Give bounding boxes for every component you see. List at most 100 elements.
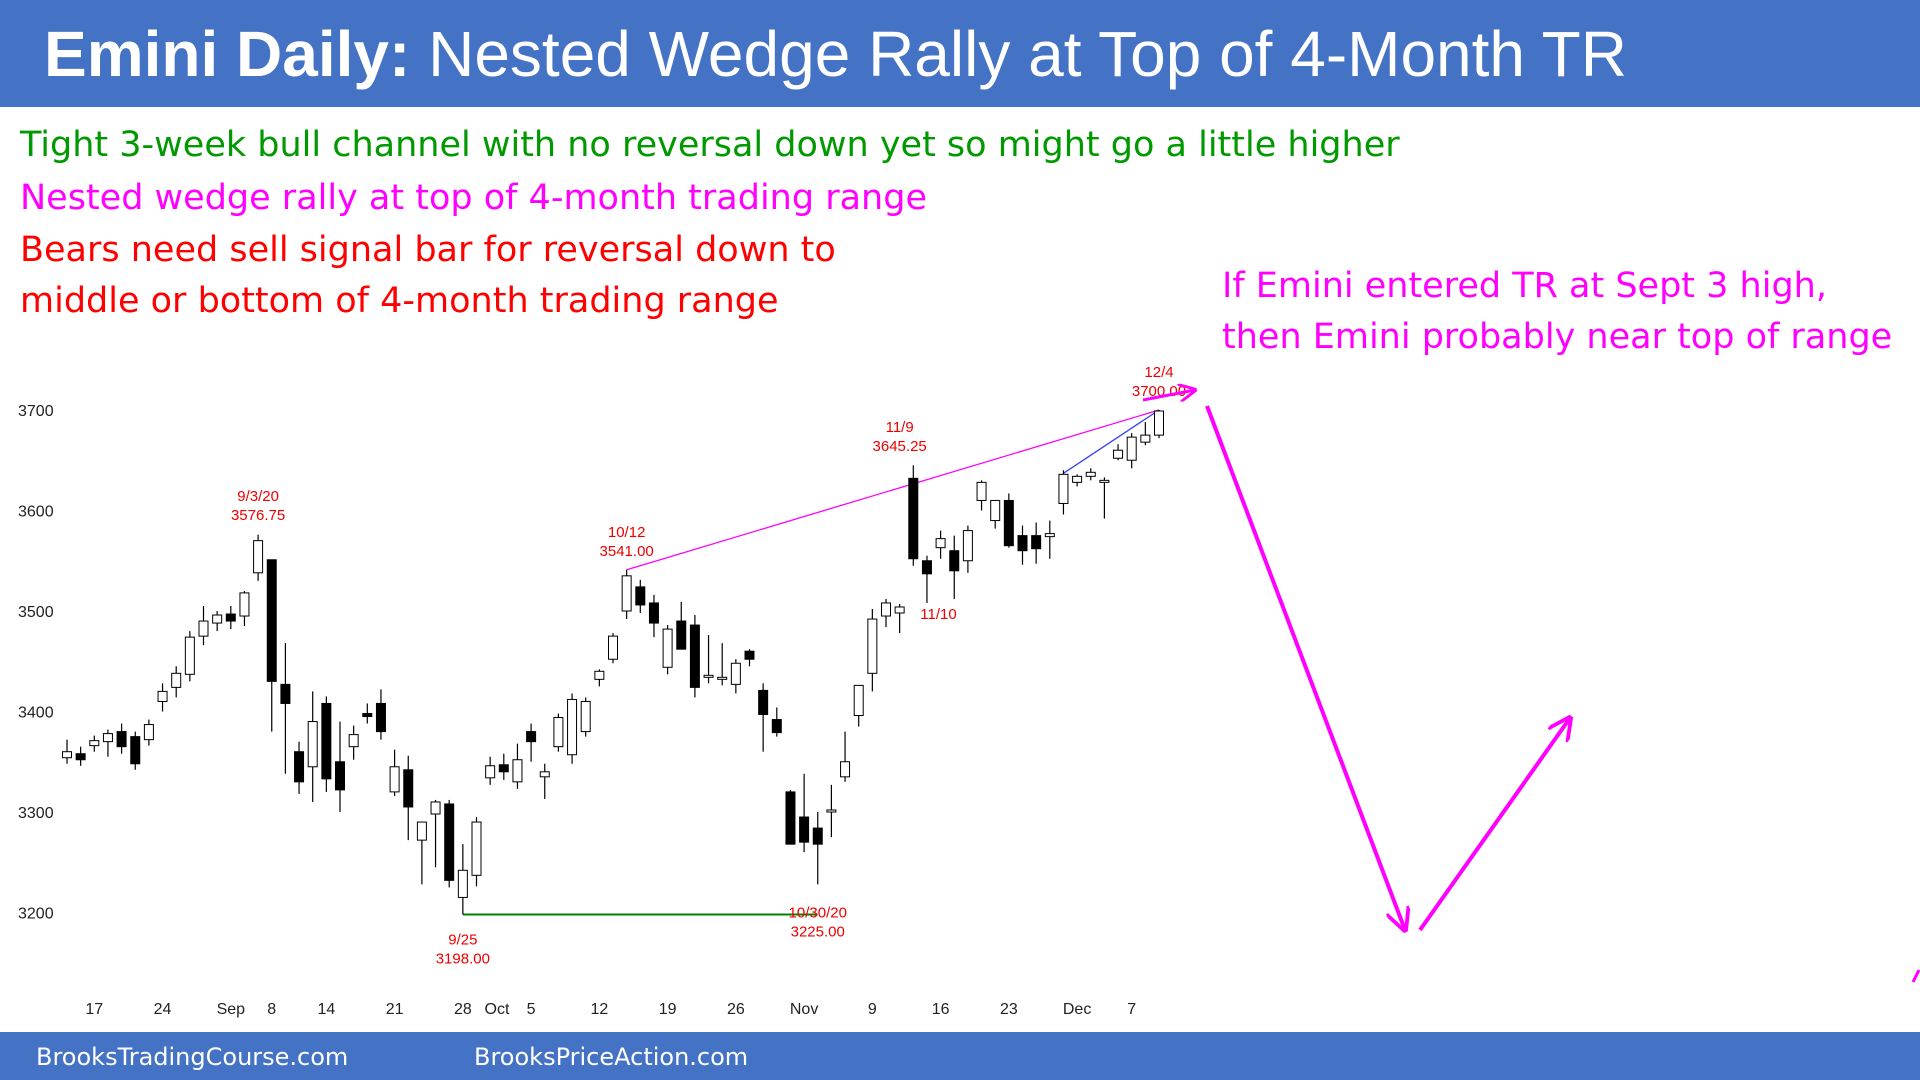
bull-candle-body (976, 481, 987, 501)
bull-candle-body (198, 620, 209, 637)
bull-candle-body (1154, 410, 1164, 436)
candle (567, 693, 578, 764)
x-axis: 17 24 Sep 8 14 21 28 Oct 5 12 19 26 Nov 9 16 23 Dec 7 (85, 1001, 1136, 1018)
candle (608, 633, 618, 664)
bull-candle-body (730, 662, 741, 685)
candle (1017, 525, 1028, 565)
bull-candle-body (1113, 449, 1124, 459)
candle (157, 683, 168, 712)
candle (471, 817, 482, 887)
bear-candle-body (676, 620, 687, 650)
x-tick-label: 21 (386, 1001, 404, 1018)
bull-candle-body (430, 801, 441, 815)
bear-candle-body (744, 650, 755, 660)
candlesticks (62, 410, 1164, 915)
candle (1044, 520, 1055, 559)
note-right-line1: If Emini entered TR at Sept 3 high, (1222, 266, 1827, 306)
x-tick-label: 7 (1127, 1001, 1136, 1018)
candle (430, 799, 441, 868)
candle (689, 615, 700, 698)
candle (239, 590, 250, 627)
x-tick-label: 14 (317, 1001, 335, 1018)
footer-right-link[interactable]: BrooksPriceAction.com (474, 1043, 749, 1071)
candle (1113, 444, 1124, 461)
arrow-down-move (1205, 405, 1405, 930)
price-annotations: 9/3/20 3576.75 10/12 3541.00 11/9 3645.25 12/4… (231, 364, 1186, 968)
bear-candle-body (1003, 499, 1014, 547)
candle (908, 465, 919, 566)
candle (1154, 410, 1164, 439)
bull-candle-body (580, 700, 591, 733)
candle (498, 753, 509, 780)
candle (198, 605, 209, 646)
bear-candle-body (280, 683, 291, 704)
candle (648, 594, 659, 638)
candle (1003, 493, 1014, 548)
bull-candle-body (894, 606, 905, 614)
bear-candle-body (1031, 535, 1042, 550)
bull-candle-body (567, 698, 578, 756)
bull-candle-body (826, 809, 837, 813)
candle (881, 598, 891, 628)
candle (867, 608, 878, 692)
bear-candle-body (266, 559, 277, 682)
candle (457, 844, 468, 915)
bull-candle-body (212, 614, 223, 624)
bull-candle-body (1099, 479, 1110, 483)
bull-candle-body (143, 724, 154, 741)
x-tick-label: 23 (1000, 1001, 1018, 1018)
price-annotation: 10/30/20 (789, 904, 847, 921)
title-bar (0, 0, 1920, 107)
candle (143, 719, 154, 746)
candle (553, 713, 564, 752)
x-tick-label: 8 (267, 1001, 276, 1018)
bull-candle-body (1140, 434, 1151, 443)
price-chart: 3200 3300 3400 3500 3600 3700 17 24 Sep 8 14 21 28 O… (18, 364, 1920, 1018)
price-annotation: 12/4 (1144, 364, 1173, 381)
footer-left-link[interactable]: BrooksTradingCourse.com (36, 1043, 349, 1071)
bear-candle-body (799, 816, 810, 843)
candle (990, 499, 1001, 529)
bull-candle-body (840, 761, 851, 778)
bull-candle-body (1058, 473, 1069, 504)
bull-candle-body (102, 733, 113, 743)
y-axis: 3200 3300 3400 3500 3600 3700 (18, 403, 54, 923)
bear-candle-body (949, 550, 960, 572)
candle (594, 669, 605, 687)
y-tick-label: 3700 (18, 403, 54, 420)
bull-candle-body (1126, 436, 1137, 461)
candle (1099, 477, 1110, 519)
bear-candle-body (526, 731, 537, 743)
bull-candle-body (512, 759, 523, 783)
candle (89, 735, 100, 752)
bull-candle-body (962, 530, 973, 562)
candle (935, 530, 946, 559)
wedge-blue-line (1063, 409, 1160, 474)
bull-candle-body (184, 636, 195, 675)
candle (1031, 522, 1042, 564)
bull-candle-body (594, 670, 605, 680)
bull-candle-body (881, 602, 891, 617)
bull-candle-body (853, 684, 864, 717)
price-annotation: 9/25 (448, 932, 477, 949)
x-tick-label: 9 (868, 1001, 877, 1018)
x-tick-label: Dec (1063, 1001, 1091, 1018)
price-annotation: 3576.75 (231, 507, 285, 524)
candle (799, 773, 810, 853)
note-bull-channel: Tight 3-week bull channel with no revers… (20, 125, 1400, 165)
bear-candle-body (921, 560, 932, 575)
candle (771, 707, 782, 737)
bear-candle-body (908, 477, 919, 560)
bull-candle-body (539, 771, 550, 778)
wedge-magenta-line (626, 409, 1160, 571)
bear-candle-body (403, 769, 414, 808)
candle (1126, 433, 1137, 469)
candle (539, 763, 550, 799)
x-tick-label: 19 (659, 1001, 677, 1018)
bear-candle-body (758, 689, 769, 716)
candle (676, 601, 687, 650)
bull-candle-body (662, 628, 673, 668)
candle (1085, 468, 1096, 481)
bear-candle-body (444, 803, 455, 881)
bull-candle-body (485, 765, 496, 779)
